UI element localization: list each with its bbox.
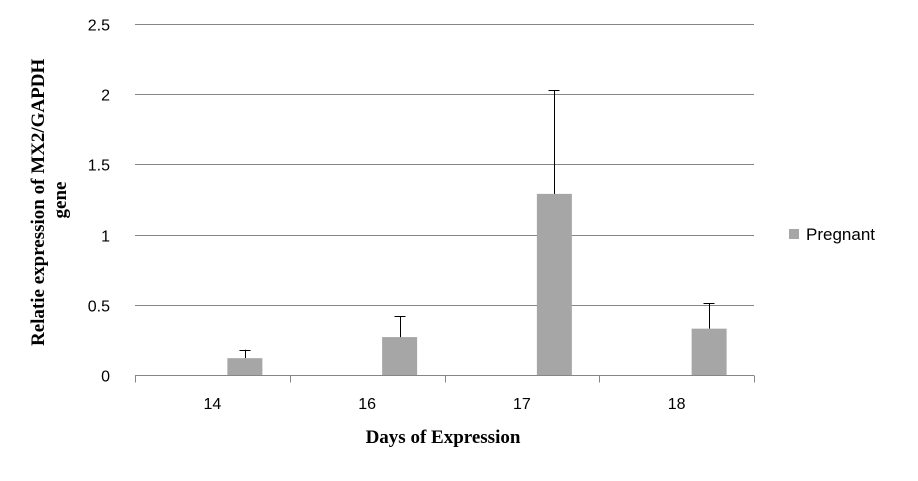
y-axis-tick-labels: 0 0.5 1 1.5 2 2.5 — [88, 18, 110, 386]
y-tick-label: 0 — [101, 369, 110, 386]
y-tick-label: 2.5 — [88, 18, 110, 35]
x-axis-tick-labels: 14 16 17 18 — [203, 396, 685, 413]
bars — [227, 193, 727, 375]
x-tick-label: 18 — [668, 396, 686, 413]
y-axis-title-line-2: gene — [50, 182, 71, 219]
x-axis-title: Days of Expression — [366, 427, 521, 448]
gridlines — [135, 24, 754, 306]
legend: Pregnant — [789, 225, 875, 244]
y-tick-label: 2 — [101, 88, 110, 105]
bar — [691, 328, 727, 375]
bar — [382, 337, 418, 375]
x-tick-label: 17 — [513, 396, 531, 413]
error-bars — [239, 89, 715, 359]
y-tick-label: 1.5 — [88, 158, 110, 175]
y-axis-title: Relatie expression of MX2/GAPDH gene — [28, 54, 71, 346]
y-axis-title-line-1: Relatie expression of MX2/GAPDH — [28, 59, 49, 346]
bar — [227, 358, 263, 375]
y-tick-label: 0.5 — [88, 299, 110, 316]
legend-swatch-pregnant — [789, 229, 799, 239]
bar — [536, 193, 572, 375]
y-tick-label: 1 — [101, 229, 110, 246]
x-axis — [135, 375, 755, 383]
legend-label-pregnant: Pregnant — [806, 225, 875, 244]
x-tick-label: 14 — [203, 396, 221, 413]
x-tick-label: 16 — [358, 396, 376, 413]
